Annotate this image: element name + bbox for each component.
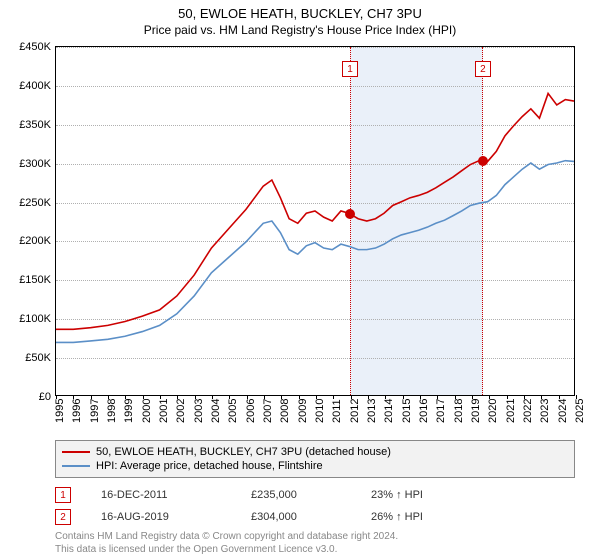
y-axis-label: £400K: [19, 80, 51, 92]
x-axis-label: 2005: [227, 399, 239, 423]
legend-item: 50, EWLOE HEATH, BUCKLEY, CH7 3PU (detac…: [62, 445, 568, 459]
y-axis-label: £0: [39, 391, 51, 403]
y-axis-label: £450K: [19, 41, 51, 53]
sale-date: 16-AUG-2019: [101, 511, 221, 523]
x-axis-label: 2016: [418, 399, 430, 423]
x-axis-label: 2013: [366, 399, 378, 423]
sale-pct: 23% ↑ HPI: [371, 489, 481, 501]
legend-label: HPI: Average price, detached house, Flin…: [96, 460, 323, 472]
x-axis-label: 2025: [574, 399, 586, 423]
sales-table: 1 16-DEC-2011 £235,000 23% ↑ HPI 2 16-AUG-201…: [55, 484, 575, 528]
sale-row: 2 16-AUG-2019 £304,000 26% ↑ HPI: [55, 506, 575, 528]
x-axis-label: 2012: [349, 399, 361, 423]
series-hpi: [56, 161, 574, 343]
x-axis-label: 1999: [123, 399, 135, 423]
x-axis-label: 2014: [383, 399, 395, 423]
x-axis-label: 1997: [89, 399, 101, 423]
sale-pct: 26% ↑ HPI: [371, 511, 481, 523]
x-axis-label: 2017: [435, 399, 447, 423]
chart-subtitle: Price paid vs. HM Land Registry's House …: [0, 21, 600, 37]
chart-container: 50, EWLOE HEATH, BUCKLEY, CH7 3PU Price …: [0, 0, 600, 560]
x-axis-label: 2022: [522, 399, 534, 423]
x-axis-label: 2006: [245, 399, 257, 423]
sale-date: 16-DEC-2011: [101, 489, 221, 501]
marker-label: 2: [475, 61, 491, 77]
x-axis-label: 2011: [331, 399, 343, 423]
x-axis-label: 1998: [106, 399, 118, 423]
sale-price: £304,000: [251, 511, 341, 523]
x-axis-label: 2015: [401, 399, 413, 423]
marker-dot: [345, 209, 355, 219]
legend-swatch: [62, 465, 90, 467]
y-axis-label: £300K: [19, 158, 51, 170]
footnote-line: This data is licensed under the Open Gov…: [55, 543, 575, 556]
x-axis-label: 2020: [487, 399, 499, 423]
y-axis-label: £150K: [19, 274, 51, 286]
legend-swatch: [62, 451, 90, 453]
sale-row: 1 16-DEC-2011 £235,000 23% ↑ HPI: [55, 484, 575, 506]
y-axis-label: £50K: [25, 352, 51, 364]
x-axis-label: 2000: [141, 399, 153, 423]
marker-label: 1: [342, 61, 358, 77]
legend: 50, EWLOE HEATH, BUCKLEY, CH7 3PU (detac…: [55, 440, 575, 478]
y-axis-label: £250K: [19, 197, 51, 209]
footnote-line: Contains HM Land Registry data © Crown c…: [55, 530, 575, 543]
legend-item: HPI: Average price, detached house, Flin…: [62, 459, 568, 473]
chart-plot-area: £0£50K£100K£150K£200K£250K£300K£350K£400…: [55, 46, 575, 396]
x-axis-label: 2003: [193, 399, 205, 423]
x-axis-label: 2024: [557, 399, 569, 423]
sale-price: £235,000: [251, 489, 341, 501]
y-axis-label: £200K: [19, 235, 51, 247]
x-axis-label: 2002: [175, 399, 187, 423]
x-axis-label: 2010: [314, 399, 326, 423]
x-axis-label: 2009: [297, 399, 309, 423]
legend-label: 50, EWLOE HEATH, BUCKLEY, CH7 3PU (detac…: [96, 446, 391, 458]
chart-title: 50, EWLOE HEATH, BUCKLEY, CH7 3PU: [0, 0, 600, 21]
x-axis-label: 2001: [158, 399, 170, 423]
y-axis-label: £350K: [19, 119, 51, 131]
x-axis-label: 2023: [539, 399, 551, 423]
series-property: [56, 93, 574, 329]
x-axis-label: 2008: [279, 399, 291, 423]
x-axis-label: 2018: [453, 399, 465, 423]
y-axis-label: £100K: [19, 313, 51, 325]
x-axis-label: 2007: [262, 399, 274, 423]
x-axis-label: 1996: [71, 399, 83, 423]
x-axis-label: 2004: [210, 399, 222, 423]
x-axis-label: 2021: [505, 399, 517, 423]
marker-dot: [478, 156, 488, 166]
x-axis-label: 1995: [54, 399, 66, 423]
lines-svg: [56, 47, 574, 395]
sale-marker: 2: [55, 509, 71, 525]
x-axis-label: 2019: [470, 399, 482, 423]
footnote: Contains HM Land Registry data © Crown c…: [55, 530, 575, 556]
sale-marker: 1: [55, 487, 71, 503]
